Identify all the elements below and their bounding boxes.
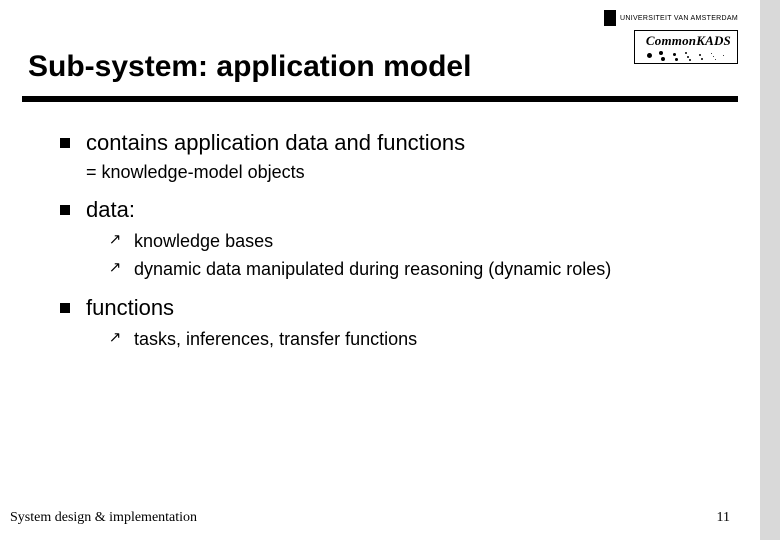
bullet-text: data: [86,197,135,223]
arrow-bullet-icon: ↗ [108,327,122,349]
sub-bullet-text: dynamic data manipulated during reasonin… [134,257,611,281]
bullet-subtext: = knowledge-model objects [86,162,720,183]
bullet-item: functions [60,295,720,321]
sub-bullet-text: knowledge bases [134,229,273,253]
bullet-item: data: [60,197,720,223]
arrow-bullet-icon: ↗ [108,229,122,251]
slide-shadow [760,0,780,540]
sub-bullet-item: ↗ dynamic data manipulated during reason… [108,257,720,281]
bullet-item: contains application data and functions [60,130,720,156]
square-bullet-icon [60,303,70,313]
commonkads-label: CommonKADS [641,33,731,49]
sub-bullet-text: tasks, inferences, transfer functions [134,327,417,351]
title-rule [22,96,738,102]
uva-logo: UNIVERSITEIT VAN AMSTERDAM [604,10,738,26]
square-bullet-icon [60,205,70,215]
slide-content: contains application data and functions … [60,130,720,365]
sub-bullet-item: ↗ knowledge bases [108,229,720,253]
square-bullet-icon [60,138,70,148]
page-number: 11 [717,510,730,526]
logo-block: UNIVERSITEIT VAN AMSTERDAM CommonKADS [604,10,738,64]
commonkads-logo: CommonKADS [634,30,738,64]
uva-text: UNIVERSITEIT VAN AMSTERDAM [620,15,738,22]
slide: UNIVERSITEIT VAN AMSTERDAM CommonKADS [0,0,760,540]
sub-bullet-group: ↗ knowledge bases ↗ dynamic data manipul… [108,229,720,281]
sub-bullet-group: ↗ tasks, inferences, transfer functions [108,327,720,351]
sub-bullet-item: ↗ tasks, inferences, transfer functions [108,327,720,351]
arrow-bullet-icon: ↗ [108,257,122,279]
bullet-text: functions [86,295,174,321]
bullet-text: contains application data and functions [86,130,465,156]
slide-title: Sub-system: application model [28,50,471,84]
uva-crest-icon [604,10,616,26]
commonkads-dots-icon [641,50,731,62]
footer-left: System design & implementation [10,510,197,526]
